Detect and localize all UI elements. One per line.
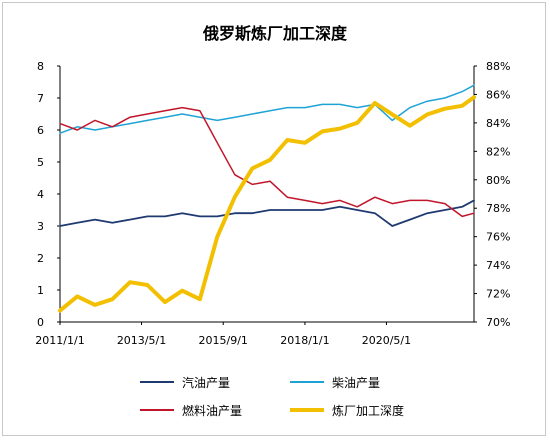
y-right-tick-label: 72% <box>486 288 510 301</box>
y-right-tick-label: 82% <box>486 145 510 158</box>
legend-item-refining-depth: 炼厂加工深度 <box>290 402 404 418</box>
y-left-tick-label: 8 <box>37 60 44 73</box>
y-left-tick-label: 4 <box>37 188 44 201</box>
x-tick-label: 2013/5/1 <box>117 334 166 347</box>
chart-frame <box>2 2 546 436</box>
legend-swatch-refining-depth <box>290 408 324 412</box>
chart-title: 俄罗斯炼厂加工深度 <box>202 24 347 43</box>
x-tick-label: 2015/9/1 <box>199 334 248 347</box>
series-line-1 <box>59 84 475 134</box>
y-left-tick-label: 3 <box>37 220 44 233</box>
legend-label-fuel-oil: 燃料油产量 <box>182 403 243 418</box>
y-left-tick-label: 6 <box>37 124 44 137</box>
y-right-tick-label: 88% <box>486 60 510 73</box>
legend-label-diesel: 柴油产量 <box>332 375 381 390</box>
x-tick-label: 2011/1/1 <box>35 334 84 347</box>
y-left-tick-label: 0 <box>37 316 44 329</box>
y-left-tick-label: 5 <box>37 156 44 169</box>
line-chart: 0 1 2 3 4 5 6 7 8 70% 72% 74% 76% 78% 80% 82% 84% 86% 88% 2… <box>35 60 510 347</box>
series-line-3 <box>58 95 476 313</box>
y-left-tick-label: 1 <box>37 284 44 297</box>
y-right-tick-label: 76% <box>486 231 510 244</box>
y-right-tick-label: 80% <box>486 174 510 187</box>
series-line-2 <box>59 106 475 218</box>
legend-item-diesel: 柴油产量 <box>290 374 380 390</box>
y-right-tick-label: 74% <box>486 259 510 272</box>
legend-swatch-fuel-oil <box>140 409 174 411</box>
y-left-tick-label: 7 <box>37 92 44 105</box>
legend-label-gasoline: 汽油产量 <box>182 375 231 390</box>
y-right-tick-label: 86% <box>486 88 510 101</box>
legend-item-fuel-oil: 燃料油产量 <box>140 402 242 418</box>
x-tick-label: 2020/5/1 <box>362 334 411 347</box>
legend-item-gasoline: 汽油产量 <box>140 374 230 390</box>
legend-swatch-diesel <box>290 381 324 383</box>
chart-legend: 汽油产量 柴油产量 燃料油产量 炼厂加工深度 <box>140 374 440 424</box>
legend-swatch-gasoline <box>140 381 174 383</box>
series-line-0 <box>59 199 475 227</box>
y-right-tick-label: 78% <box>486 202 510 215</box>
y-right-tick-label: 70% <box>486 316 510 329</box>
y-right-tick-label: 84% <box>486 117 510 130</box>
y-left-tick-label: 2 <box>37 252 44 265</box>
legend-label-refining-depth: 炼厂加工深度 <box>332 403 405 418</box>
x-tick-label: 2018/1/1 <box>280 334 329 347</box>
